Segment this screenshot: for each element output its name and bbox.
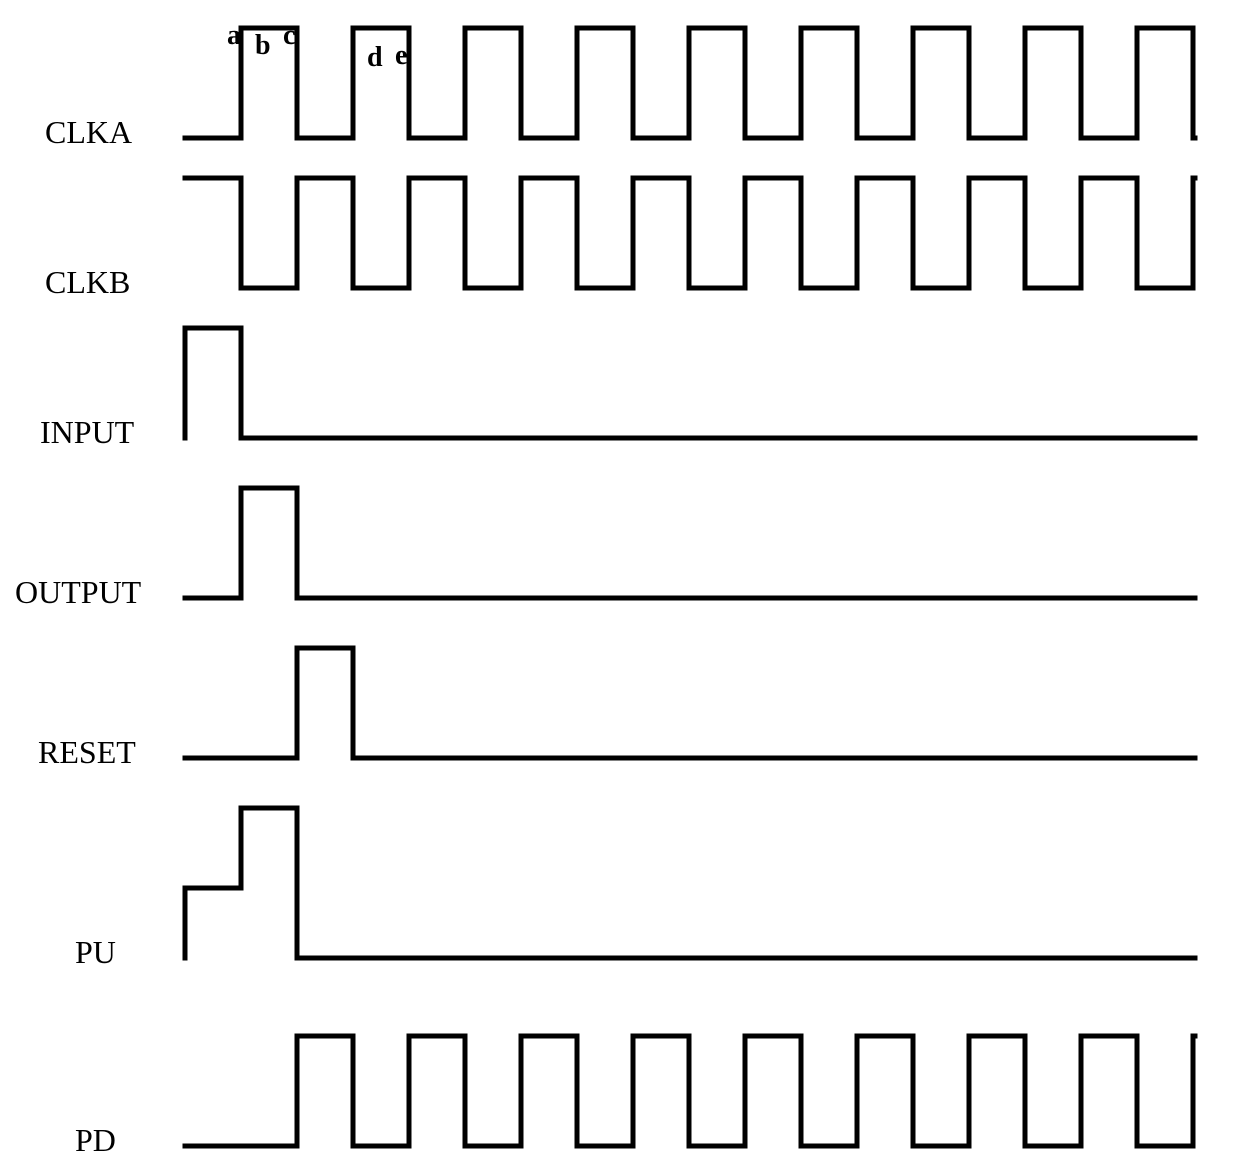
label-RESET: RESET <box>38 734 136 771</box>
signal-PU <box>185 808 1195 958</box>
signal-CLKB <box>185 178 1195 288</box>
region-label-c: c <box>283 20 295 52</box>
signal-RESET <box>185 648 1195 758</box>
label-PD: PD <box>75 1122 116 1159</box>
signal-OUTPUT <box>185 488 1195 598</box>
signal-INPUT <box>185 328 1195 438</box>
timing-diagram-svg <box>0 0 1240 1158</box>
label-OUTPUT: OUTPUT <box>15 574 141 611</box>
signal-PD <box>185 1036 1195 1146</box>
label-INPUT: INPUT <box>40 414 134 451</box>
region-label-a: a <box>227 20 241 52</box>
label-CLKB: CLKB <box>45 264 130 301</box>
region-label-e: e <box>395 40 407 72</box>
region-label-d: d <box>367 42 383 74</box>
label-CLKA: CLKA <box>45 114 132 151</box>
region-label-b: b <box>255 30 271 62</box>
label-PU: PU <box>75 934 116 971</box>
signal-CLKA <box>185 28 1195 138</box>
